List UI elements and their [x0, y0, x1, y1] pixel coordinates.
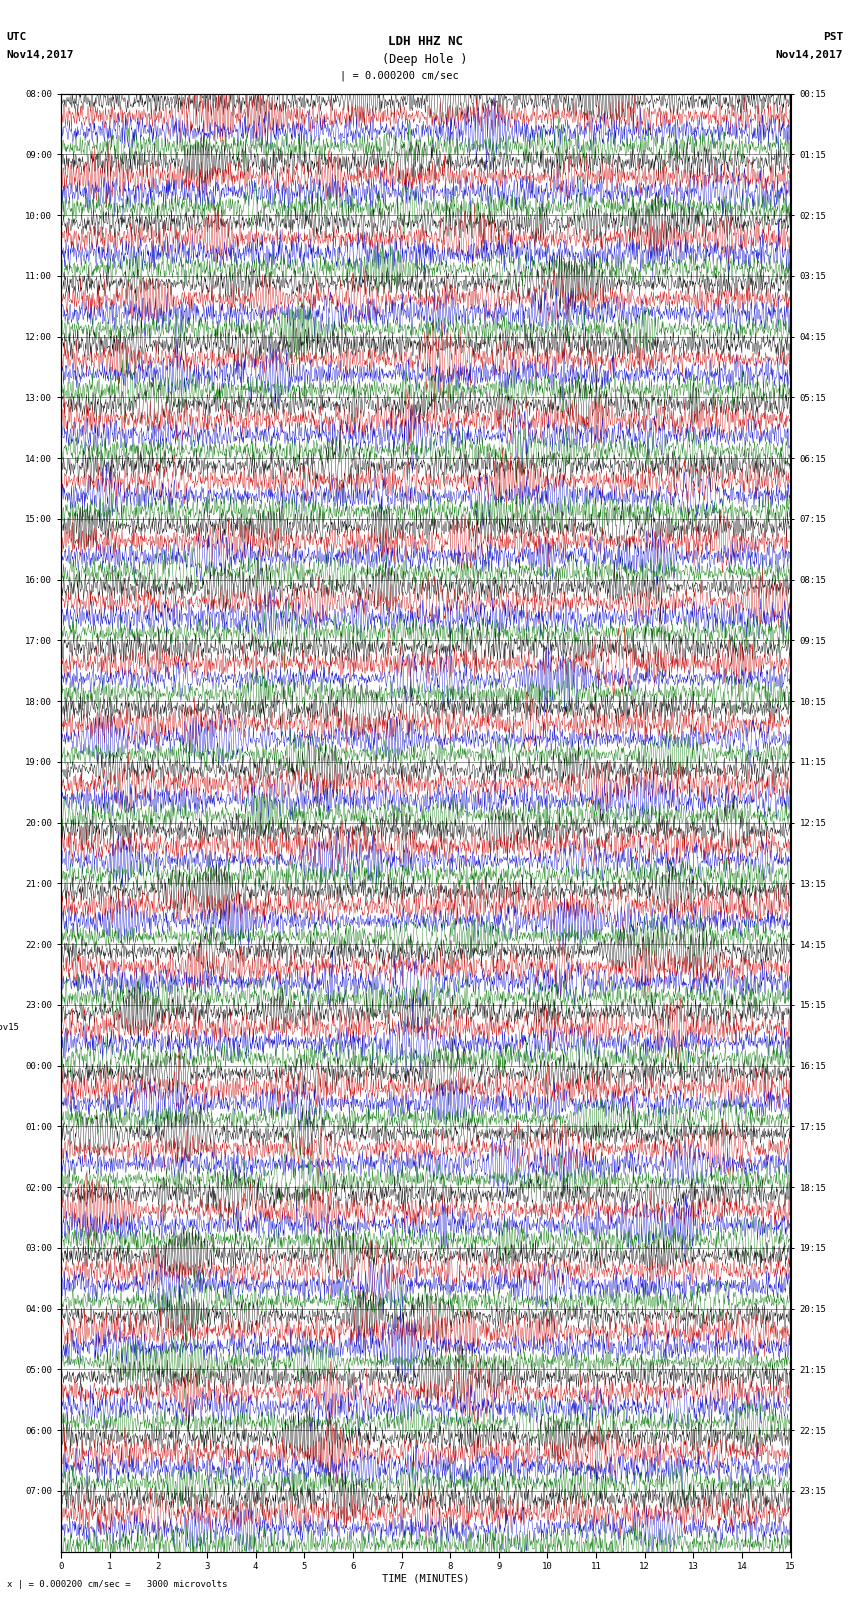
- Text: PST: PST: [823, 32, 843, 42]
- Text: Nov15: Nov15: [0, 1023, 19, 1032]
- Text: UTC: UTC: [7, 32, 27, 42]
- Text: x | = 0.000200 cm/sec =   3000 microvolts: x | = 0.000200 cm/sec = 3000 microvolts: [7, 1579, 227, 1589]
- Text: LDH HHZ NC: LDH HHZ NC: [388, 35, 462, 48]
- Text: Nov14,2017: Nov14,2017: [7, 50, 74, 60]
- Text: Nov14,2017: Nov14,2017: [776, 50, 843, 60]
- Text: | = 0.000200 cm/sec: | = 0.000200 cm/sec: [340, 71, 459, 82]
- X-axis label: TIME (MINUTES): TIME (MINUTES): [382, 1574, 469, 1584]
- Text: (Deep Hole ): (Deep Hole ): [382, 53, 468, 66]
